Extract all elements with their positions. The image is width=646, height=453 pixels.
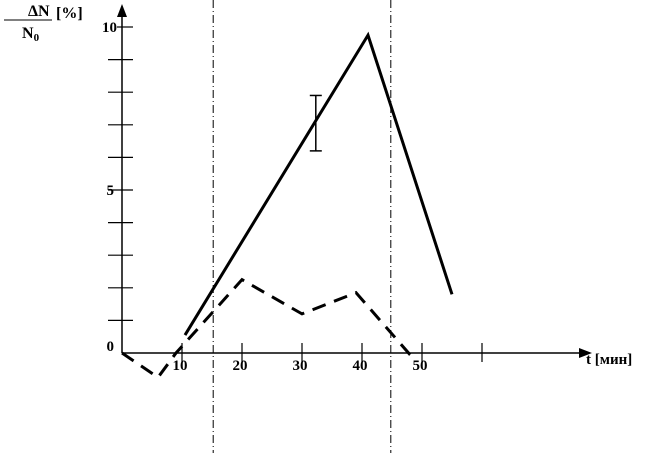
y-label-denominator: N0 [22, 25, 40, 44]
y-label-unit: [%] [56, 5, 83, 22]
chart: ΔN N0 [%] t [мин] 0 5 10 10 20 30 40 50 [0, 0, 646, 453]
solid-series-line [185, 35, 452, 335]
x-tick-label: 20 [233, 358, 248, 374]
x-axis-label: t [мин] [586, 352, 632, 368]
x-tick-label: 10 [173, 358, 188, 374]
x-tick-label: 50 [413, 358, 428, 374]
y-label-numerator: ΔN [28, 3, 50, 20]
x-tick-label: 40 [353, 358, 368, 374]
y-axis-arrow [117, 4, 127, 17]
y-tick-label: 10 [102, 20, 117, 36]
y-tick-label: 5 [107, 183, 115, 199]
dashed-series-line [122, 280, 416, 378]
x-tick-label: 30 [293, 358, 308, 374]
y-axis-label: ΔN N0 [%] [4, 3, 83, 44]
y-tick-label: 0 [107, 339, 115, 355]
